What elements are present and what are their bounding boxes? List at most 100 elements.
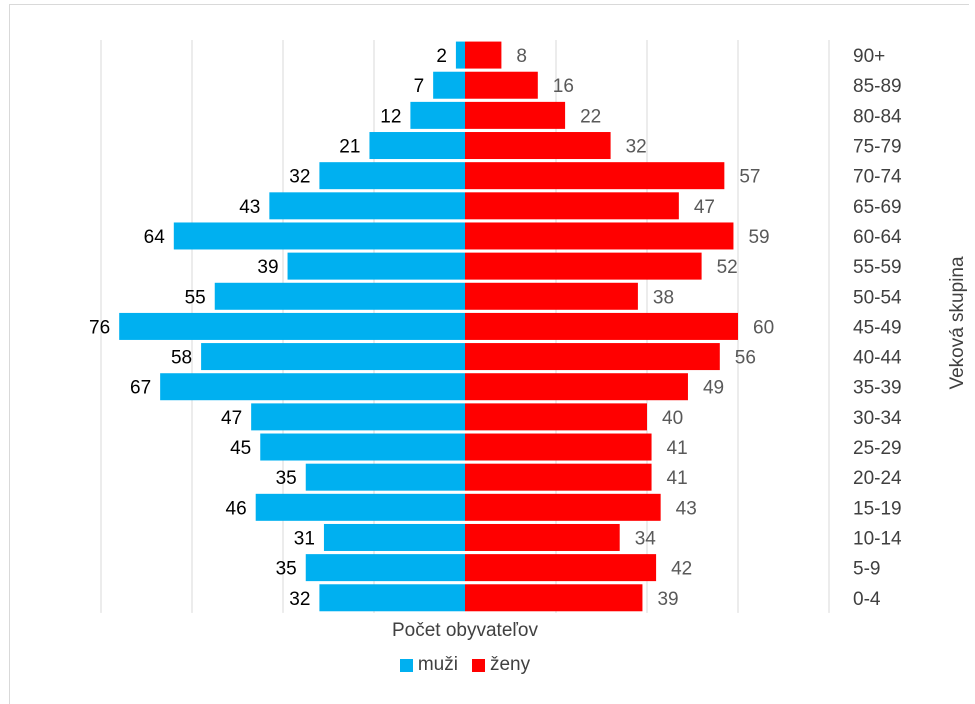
- data-label-women: 32: [626, 137, 647, 158]
- bar-women: [465, 523, 620, 551]
- data-label-men: 58: [171, 348, 192, 369]
- data-label-men: 2: [436, 46, 447, 67]
- data-label-women: 59: [748, 227, 769, 248]
- data-label-men: 12: [380, 106, 401, 127]
- bar-women: [465, 162, 725, 190]
- data-label-women: 40: [662, 408, 683, 429]
- bar-women: [465, 433, 652, 461]
- category-label: 90+: [853, 46, 885, 67]
- data-label-women: 47: [694, 197, 715, 218]
- bar-men: [173, 222, 466, 250]
- data-label-women: 42: [671, 559, 692, 580]
- bar-women: [465, 463, 652, 491]
- category-label: 70-74: [853, 167, 902, 188]
- data-label-women: 38: [653, 287, 674, 308]
- data-label-women: 34: [635, 528, 657, 549]
- category-label: 20-24: [853, 468, 902, 489]
- data-label-women: 8: [516, 46, 527, 67]
- bar-women: [465, 584, 643, 612]
- legend-item-women: ženy: [471, 654, 531, 676]
- category-label: 5-9: [853, 559, 880, 580]
- data-label-women: 43: [676, 498, 697, 519]
- data-label-women: 56: [735, 348, 756, 369]
- bars: [119, 41, 738, 612]
- bar-men: [255, 493, 465, 521]
- data-labels: 32 39 35 42 31 34 46 43 35 41 45 41 47 40 67 49 58 56 76 60…: [89, 46, 774, 610]
- bar-men: [305, 463, 465, 491]
- category-label: 80-84: [853, 106, 902, 127]
- category-label: 25-29: [853, 438, 902, 459]
- data-label-men: 35: [276, 468, 297, 489]
- bar-men: [369, 132, 465, 160]
- category-label: 40-44: [853, 348, 902, 369]
- bar-women: [465, 403, 647, 431]
- data-label-men: 45: [230, 438, 251, 459]
- data-label-men: 32: [289, 589, 310, 610]
- bar-women: [465, 132, 611, 160]
- data-label-men: 7: [414, 76, 425, 97]
- category-label: 65-69: [853, 197, 902, 218]
- legend-swatch-men: [399, 658, 413, 672]
- category-label: 55-59: [853, 257, 902, 278]
- data-label-men: 64: [144, 227, 166, 248]
- bar-women: [465, 192, 679, 220]
- bar-women: [465, 312, 738, 340]
- data-label-women: 41: [667, 438, 688, 459]
- chart-frame: [9, 4, 969, 704]
- bar-women: [465, 252, 702, 280]
- bar-women: [465, 493, 661, 521]
- category-label: 10-14: [853, 528, 902, 549]
- data-label-women: 49: [703, 378, 724, 399]
- bar-men: [201, 343, 465, 371]
- category-label: 75-79: [853, 137, 902, 158]
- bar-women: [465, 343, 720, 371]
- category-labels: 0-4 5-9 10-14 15-19 20-24 25-29 30-34 35-39 40-4…: [853, 46, 902, 610]
- legend: muži ženy: [0, 654, 930, 676]
- bar-women: [465, 41, 502, 69]
- data-label-men: 39: [257, 257, 278, 278]
- category-label: 50-54: [853, 287, 902, 308]
- bar-men: [251, 403, 465, 431]
- data-label-men: 35: [276, 559, 297, 580]
- legend-swatch-women: [471, 658, 485, 672]
- legend-label-women: ženy: [489, 654, 531, 675]
- bar-women: [465, 101, 566, 129]
- category-label: 85-89: [853, 76, 902, 97]
- data-label-women: 39: [657, 589, 678, 610]
- data-label-men: 31: [294, 528, 315, 549]
- bar-men: [319, 162, 465, 190]
- bar-men: [433, 71, 465, 99]
- y-axis-title: Veková skupina: [947, 256, 968, 390]
- x-axis-title: Počet obyvateľov: [391, 620, 539, 641]
- bar-women: [465, 71, 538, 99]
- category-label: 0-4: [853, 589, 881, 610]
- bar-men: [160, 373, 465, 401]
- data-label-men: 32: [289, 167, 310, 188]
- data-label-men: 43: [239, 197, 260, 218]
- category-label: 60-64: [853, 227, 902, 248]
- bar-men: [119, 312, 465, 340]
- bar-women: [465, 282, 638, 310]
- category-label: 35-39: [853, 378, 902, 399]
- data-label-men: 21: [339, 137, 360, 158]
- data-label-men: 76: [89, 317, 110, 338]
- category-label: 30-34: [853, 408, 902, 429]
- data-label-men: 55: [185, 287, 206, 308]
- bar-women: [465, 222, 734, 250]
- category-label: 15-19: [853, 498, 902, 519]
- bar-men: [319, 584, 465, 612]
- bar-men: [410, 101, 465, 129]
- bar-men: [214, 282, 465, 310]
- legend-label-men: muži: [417, 654, 458, 675]
- data-label-women: 41: [667, 468, 688, 489]
- bar-men: [260, 433, 465, 461]
- data-label-women: 22: [580, 106, 601, 127]
- data-label-men: 47: [221, 408, 242, 429]
- data-label-women: 16: [553, 76, 574, 97]
- data-label-women: 57: [739, 167, 760, 188]
- data-label-men: 46: [226, 498, 247, 519]
- bar-men: [269, 192, 465, 220]
- bar-women: [465, 554, 657, 582]
- legend-item-men: muži: [399, 654, 458, 676]
